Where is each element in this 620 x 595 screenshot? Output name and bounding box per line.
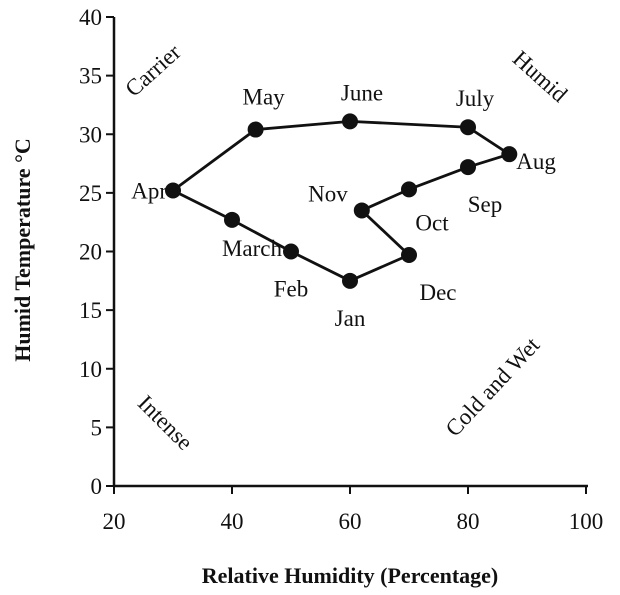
month-label-apr: Apr xyxy=(131,179,167,204)
x-tick-label: 80 xyxy=(457,509,480,534)
x-ticks: 20 40 60 80 100 xyxy=(103,486,604,534)
y-tick-label: 35 xyxy=(79,64,102,89)
y-tick-label: 40 xyxy=(79,5,102,30)
point-apr xyxy=(165,182,181,199)
y-tick-label: 25 xyxy=(79,181,102,206)
x-tick-label: 60 xyxy=(339,509,362,534)
month-label-feb: Feb xyxy=(274,277,309,302)
month-label-oct: Oct xyxy=(415,210,449,235)
climograph-series xyxy=(165,113,518,289)
region-label-carrier: Carrier xyxy=(120,39,185,101)
x-tick-label: 40 xyxy=(221,509,244,534)
y-tick-label: 30 xyxy=(79,122,102,147)
month-label-dec: Dec xyxy=(419,280,456,305)
y-tick-label: 10 xyxy=(79,357,102,382)
month-label-march: March xyxy=(222,236,283,261)
point-march xyxy=(224,211,240,228)
y-tick-label: 5 xyxy=(91,415,103,440)
point-dec xyxy=(401,247,417,264)
point-aug xyxy=(501,146,518,163)
y-tick-label: 20 xyxy=(79,240,102,265)
month-label-june: June xyxy=(341,80,383,105)
point-sep xyxy=(460,159,476,176)
x-tick-label: 100 xyxy=(569,509,604,534)
y-ticks: 0 5 10 15 20 25 30 35 40 xyxy=(79,5,114,499)
y-tick-label: 0 xyxy=(91,474,103,499)
point-nov xyxy=(353,202,370,219)
point-june xyxy=(342,113,358,130)
y-axis-title: Humid Temperature °C xyxy=(10,138,35,362)
y-tick-label: 15 xyxy=(79,298,102,323)
month-label-nov: Nov xyxy=(308,181,348,206)
x-axis-title: Relative Humidity (Percentage) xyxy=(202,563,499,588)
month-label-july: July xyxy=(456,86,495,111)
point-oct xyxy=(401,181,417,198)
region-label-intense: Intense xyxy=(133,390,198,455)
month-label-sep: Sep xyxy=(468,192,503,217)
point-jan xyxy=(342,272,358,289)
x-tick-label: 20 xyxy=(103,509,126,534)
region-label-humid: Humid xyxy=(508,46,573,108)
point-may xyxy=(247,121,264,138)
month-label-aug: Aug xyxy=(516,149,556,174)
month-label-may: May xyxy=(243,85,286,110)
point-feb xyxy=(283,243,299,260)
month-label-jan: Jan xyxy=(335,306,366,331)
point-july xyxy=(460,119,476,136)
month-labels: Jan Feb March Apr May June July Aug Sep Oct Nov Dec xyxy=(131,80,556,330)
region-label-cold-and-wet: Cold and Wet xyxy=(441,332,545,441)
